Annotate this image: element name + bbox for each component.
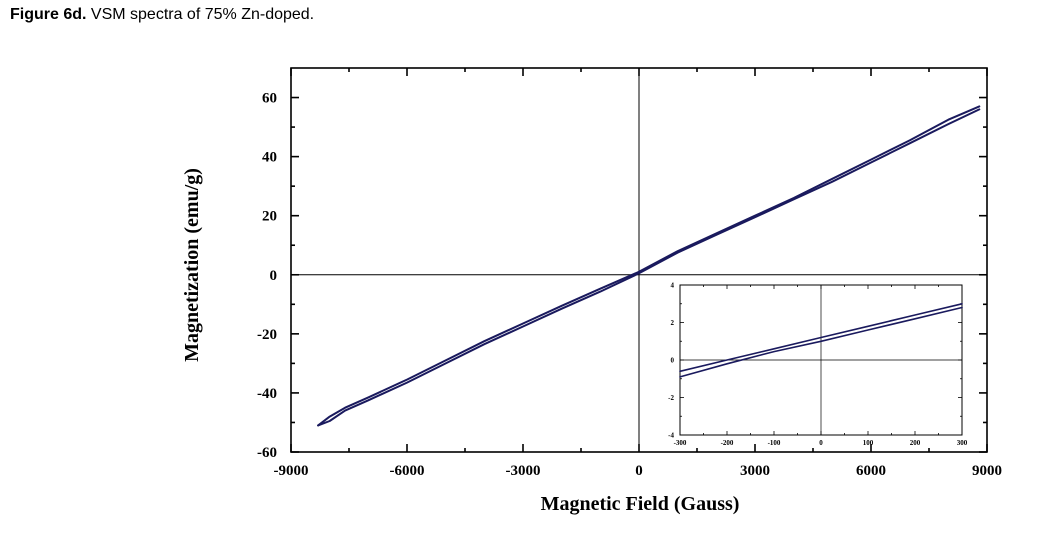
figure-caption-lead: Figure 6d.	[10, 6, 87, 23]
x-tick-label: 9000	[972, 463, 1002, 479]
x-tick-label: -100	[768, 439, 781, 447]
x-tick-label: 100	[863, 439, 874, 447]
figure-caption-text: VSM spectra of 75% Zn-doped.	[86, 6, 315, 23]
x-tick-label: -6000	[390, 463, 425, 479]
y-tick-label: 0	[270, 268, 278, 284]
hysteresis-branch-2	[679, 302, 963, 373]
x-tick-label: 200	[910, 439, 921, 447]
x-tick-label: -3000	[506, 463, 541, 479]
inset-plot: -300 -200 -100 0 100 200 300 -4 -2 0 2 4	[668, 282, 968, 448]
y-tick-label: -2	[668, 394, 674, 402]
y-axis-title: Magnetization (emu/g)	[181, 168, 203, 362]
figure-caption: Figure 6d. VSM spectra of 75% Zn-doped.	[10, 6, 314, 24]
y-tick-label: 20	[262, 209, 277, 225]
y-tick-label: -40	[257, 386, 277, 402]
y-tick-label: 2	[671, 319, 675, 327]
x-tick-label: 300	[957, 439, 968, 447]
x-tick-label: 0	[635, 463, 643, 479]
x-tick-label: 3000	[740, 463, 770, 479]
hysteresis-branch-2	[317, 105, 981, 427]
y-tick-label: 40	[262, 150, 277, 166]
x-axis-title: Magnetic Field (Gauss)	[541, 493, 740, 515]
main-plot: -9000 -6000 -3000 0 3000 6000 9000-60-40-20020…	[257, 67, 1002, 479]
y-tick-label: -60	[257, 445, 277, 461]
y-tick-label: 0	[671, 357, 675, 365]
y-tick-label: 60	[262, 91, 277, 107]
hysteresis-branch-1	[679, 306, 963, 378]
x-tick-label: 0	[819, 439, 823, 447]
y-tick-label: 4	[671, 282, 675, 290]
y-tick-label: -4	[668, 432, 674, 440]
x-tick-label: -300	[674, 439, 687, 447]
x-tick-label: 6000	[856, 463, 886, 479]
x-tick-label: -200	[721, 439, 734, 447]
x-tick-label: -9000	[274, 463, 309, 479]
hysteresis-branch-1	[317, 108, 981, 427]
y-tick-label: -20	[257, 327, 277, 343]
